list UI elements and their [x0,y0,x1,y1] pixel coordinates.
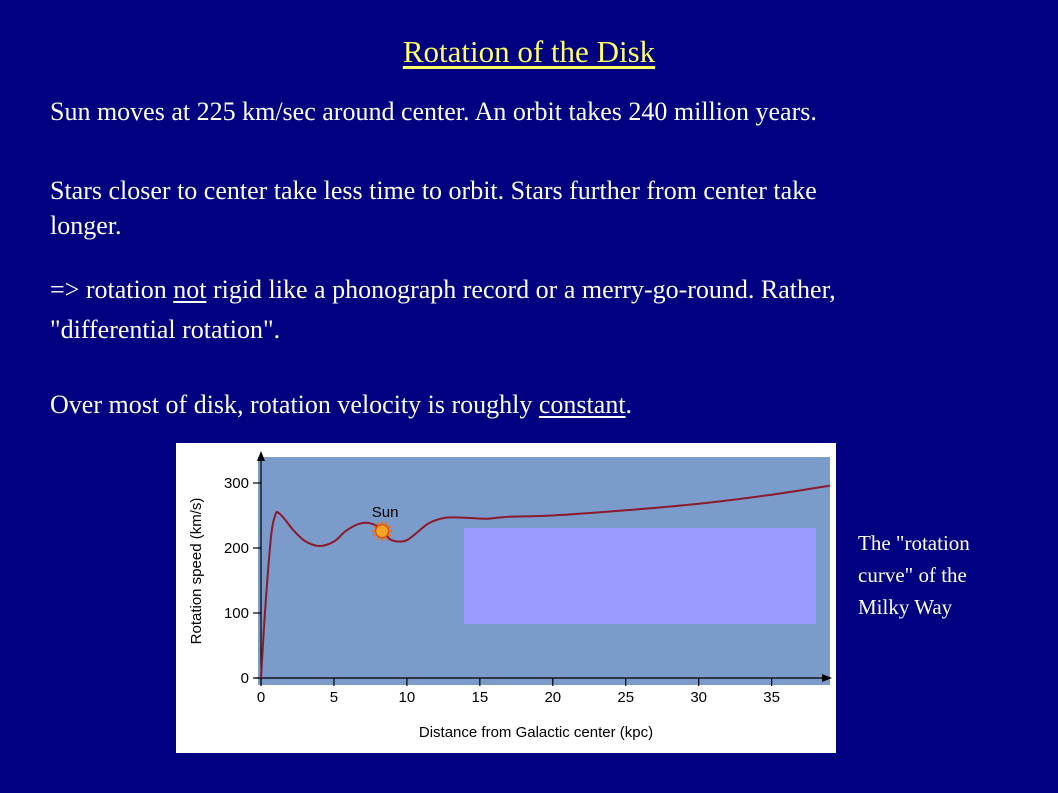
caption-line-2: curve" of the [858,563,967,587]
y-axis-arrow [257,451,265,461]
x-tick-label: 35 [763,689,780,706]
differential-rotation-text: "differential rotation". [50,315,281,344]
x-tick-label: 0 [257,689,265,706]
x-tick-label: 15 [472,689,489,706]
rotation-curve-svg: 0 100 200 300 0 5 10 15 20 25 30 35 Sun Distance fr… [188,451,832,741]
x-axis-label: Distance from Galactic center (kpc) [419,724,653,741]
sun-icon [374,523,390,539]
sun-speed-text: Sun moves at 225 km/sec around center. A… [50,97,817,126]
y-tick-label: 0 [241,670,249,687]
x-tick-label: 10 [399,689,416,706]
caption-line-1: The "rotation [858,531,970,555]
chart-caption: The "rotation curve" of the Milky Way [858,527,1028,623]
x-tick-label: 20 [544,689,561,706]
rotation-not-rigid-text: => rotation not rigid like a phonograph … [50,275,836,304]
rotation-curve-line [260,484,831,679]
constant-underlined: constant [538,390,626,419]
stars-orbit-text-1: Stars closer to center take less time to… [50,176,817,205]
rotation-curve-chart: 0 100 200 300 0 5 10 15 20 25 30 35 Sun Distance fr… [176,443,836,753]
x-tick-label: 30 [690,689,707,706]
y-axis-label: Rotation speed (km/s) [188,498,205,645]
stars-orbit-text-2: longer. [50,211,122,240]
caption-line-3: Milky Way [858,595,953,619]
y-tick-label: 100 [224,605,249,622]
y-tick-label: 300 [224,475,249,492]
constant-velocity-text: Over most of disk, rotation velocity is … [50,390,633,419]
slide-title: Rotation of the Disk [402,34,656,69]
x-tick-label: 25 [617,689,634,706]
x-tick-label: 5 [330,689,338,706]
y-tick-label: 200 [224,540,249,557]
not-underlined: not [173,275,207,304]
overlay-box [464,528,816,624]
sun-marker [372,521,393,542]
x-axis-arrow [822,674,832,682]
sun-label: Sun [372,504,399,521]
